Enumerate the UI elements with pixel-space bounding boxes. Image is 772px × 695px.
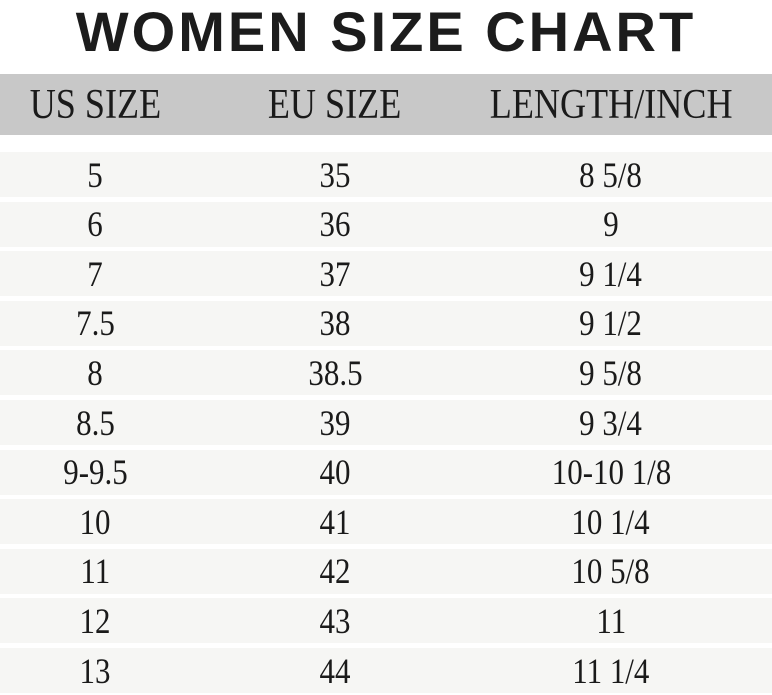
eu-size-cell: 36 [319, 204, 351, 245]
table-row: 5 35 8 5/8 [0, 152, 772, 197]
eu-size-cell: 38 [319, 303, 351, 344]
length-cell: 9 5/8 [579, 352, 643, 393]
us-size-cell: 10 [79, 501, 111, 542]
us-size-cell: 11 [80, 551, 110, 592]
table-row: 6 36 9 [0, 201, 772, 247]
length-cell: 10-10 1/8 [551, 452, 671, 493]
length-cell: 9 1/2 [579, 303, 643, 344]
column-header-us-size: US SIZE [29, 81, 161, 128]
us-size-cell: 6 [87, 204, 103, 245]
us-size-cell: 9-9.5 [62, 452, 128, 493]
length-cell: 11 [596, 600, 626, 641]
column-header-length: LENGTH/INCH [489, 81, 733, 128]
length-cell: 9 3/4 [579, 402, 643, 443]
eu-size-cell: 44 [319, 650, 351, 691]
table-row: 12 43 11 [0, 598, 772, 644]
table-header: US SIZE EU SIZE LENGTH/INCH [0, 74, 772, 135]
eu-size-cell: 37 [319, 253, 351, 294]
table-row: 10 41 10 1/4 [0, 499, 772, 545]
table-row: 8 38.5 9 5/8 [0, 350, 772, 396]
length-cell: 8 5/8 [579, 154, 643, 195]
us-size-cell: 12 [79, 600, 111, 641]
eu-size-cell: 40 [319, 452, 351, 493]
length-cell: 9 1/4 [579, 253, 643, 294]
page-title: WOMEN SIZE CHART [75, 0, 697, 63]
table-row: 8.5 39 9 3/4 [0, 400, 772, 445]
column-header-eu-size: EU SIZE [268, 81, 402, 128]
length-cell: 10 1/4 [571, 501, 651, 542]
table-row: 7 37 9 1/4 [0, 251, 772, 297]
table-row: 11 42 10 5/8 [0, 548, 772, 594]
table-row: 7.5 38 9 1/2 [0, 300, 772, 346]
us-size-cell: 7.5 [75, 303, 115, 344]
eu-size-cell: 41 [319, 501, 351, 542]
eu-size-cell: 35 [319, 154, 351, 195]
us-size-cell: 8.5 [75, 402, 115, 443]
us-size-cell: 8 [87, 352, 103, 393]
us-size-cell: 7 [87, 253, 103, 294]
eu-size-cell: 38.5 [307, 352, 363, 393]
us-size-cell: 13 [79, 650, 111, 691]
length-cell: 9 [603, 204, 619, 245]
us-size-cell: 5 [87, 154, 103, 195]
eu-size-cell: 43 [319, 600, 351, 641]
eu-size-cell: 39 [319, 402, 351, 443]
table-row: 9-9.5 40 10-10 1/8 [0, 449, 772, 495]
eu-size-cell: 42 [319, 551, 351, 592]
table-row: 13 44 11 1/4 [0, 648, 772, 693]
length-cell: 11 1/4 [572, 650, 650, 691]
length-cell: 10 5/8 [571, 551, 651, 592]
